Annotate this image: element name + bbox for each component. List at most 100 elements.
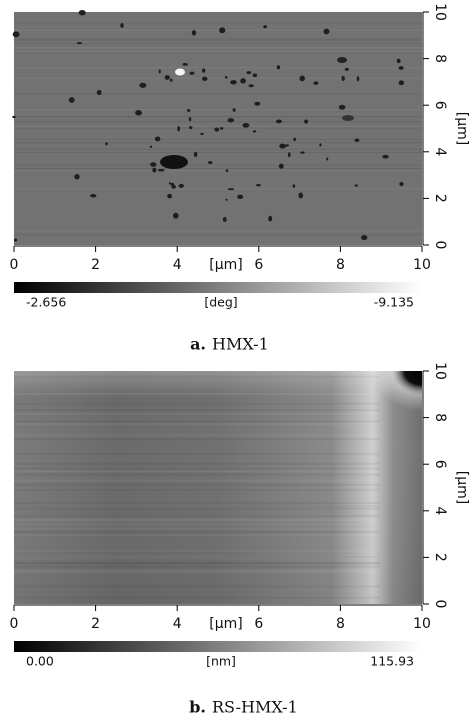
pit bbox=[276, 65, 281, 70]
pit bbox=[120, 23, 124, 28]
colorbar bbox=[14, 641, 422, 652]
pit bbox=[173, 212, 179, 219]
y-tick-label: 2 bbox=[432, 194, 448, 203]
pit bbox=[285, 144, 290, 147]
pit bbox=[300, 151, 305, 154]
pit bbox=[188, 126, 193, 130]
pit bbox=[354, 184, 358, 187]
pit bbox=[225, 198, 228, 201]
y-tick-label: 2 bbox=[432, 553, 448, 562]
x-tick-label: 10 bbox=[413, 616, 431, 632]
pit bbox=[171, 185, 176, 189]
pit bbox=[139, 82, 147, 88]
pit bbox=[214, 127, 220, 132]
caption-title: HMX-1 bbox=[212, 335, 269, 354]
pit bbox=[344, 67, 349, 71]
y-unit: [µm] bbox=[454, 471, 470, 504]
pit bbox=[160, 155, 188, 169]
pit bbox=[293, 137, 296, 142]
pit bbox=[323, 28, 330, 35]
pit bbox=[219, 27, 226, 34]
y-tick-label: 6 bbox=[432, 101, 448, 110]
pit bbox=[227, 118, 235, 123]
pit bbox=[398, 66, 404, 70]
pit bbox=[74, 174, 80, 180]
pit bbox=[240, 78, 246, 84]
x-tick-label: 2 bbox=[91, 257, 100, 273]
pit bbox=[219, 127, 224, 130]
pit bbox=[78, 9, 86, 16]
pit bbox=[298, 192, 304, 199]
pit bbox=[150, 162, 157, 167]
pit bbox=[90, 194, 97, 198]
x-tick-label: 10 bbox=[413, 257, 431, 273]
pit bbox=[154, 136, 161, 142]
pit bbox=[68, 97, 75, 103]
pit bbox=[268, 215, 273, 222]
pit bbox=[278, 163, 284, 169]
pit bbox=[248, 84, 254, 88]
colorbar-min: 0.00 bbox=[26, 654, 54, 669]
y-tick-label: 10 bbox=[432, 362, 448, 380]
x-tick-label: 6 bbox=[254, 616, 263, 632]
pit bbox=[105, 142, 108, 146]
pit bbox=[242, 123, 250, 128]
pit bbox=[12, 115, 16, 119]
pit bbox=[232, 108, 236, 112]
pit bbox=[342, 115, 354, 121]
pit bbox=[222, 217, 227, 223]
y-tick-label: 4 bbox=[432, 506, 448, 515]
y-tick-label: 6 bbox=[432, 460, 448, 469]
pit bbox=[167, 193, 173, 199]
x-tick-label: 0 bbox=[10, 616, 19, 632]
pit bbox=[200, 132, 204, 135]
pit bbox=[208, 161, 213, 164]
pit bbox=[254, 101, 261, 106]
y-tick-label: 0 bbox=[432, 600, 448, 609]
y-tick-label: 8 bbox=[432, 413, 448, 422]
pit bbox=[224, 75, 228, 79]
pit bbox=[396, 58, 401, 64]
pit bbox=[252, 130, 257, 133]
x-unit: [µm] bbox=[209, 257, 242, 273]
y-tick-label: 4 bbox=[432, 147, 448, 156]
pit bbox=[382, 154, 389, 159]
x-tick-label: 4 bbox=[173, 257, 182, 273]
y-tick-label: 10 bbox=[432, 3, 448, 21]
pit bbox=[341, 75, 345, 81]
pit bbox=[292, 184, 296, 188]
colorbar bbox=[14, 282, 422, 293]
pit bbox=[12, 31, 20, 38]
pit bbox=[326, 157, 329, 161]
pit bbox=[256, 184, 261, 187]
pit bbox=[225, 169, 229, 173]
pit bbox=[398, 80, 404, 86]
caption-label: a. bbox=[190, 335, 206, 354]
pit bbox=[157, 169, 165, 172]
y-tick-label: 0 bbox=[432, 241, 448, 250]
pit bbox=[356, 76, 360, 82]
caption-title: RS-HMX-1 bbox=[212, 698, 298, 717]
pit bbox=[299, 75, 305, 82]
pit bbox=[96, 89, 102, 96]
pit bbox=[177, 125, 181, 132]
pit bbox=[158, 69, 161, 74]
pit bbox=[188, 117, 192, 122]
pit bbox=[169, 78, 173, 82]
pit bbox=[149, 145, 153, 148]
pit bbox=[187, 108, 191, 112]
x-unit: [µm] bbox=[209, 616, 242, 632]
pit bbox=[279, 143, 286, 149]
pit bbox=[135, 110, 142, 116]
pit bbox=[338, 104, 346, 110]
pit bbox=[182, 62, 188, 66]
pit bbox=[361, 235, 368, 241]
caption-label: b. bbox=[189, 698, 206, 717]
pit bbox=[164, 75, 170, 80]
x-tick-label: 8 bbox=[336, 257, 345, 273]
pit bbox=[230, 80, 237, 85]
pit bbox=[170, 182, 175, 186]
x-tick-label: 8 bbox=[336, 616, 345, 632]
pit bbox=[319, 143, 322, 147]
y-unit: [µm] bbox=[454, 112, 470, 145]
